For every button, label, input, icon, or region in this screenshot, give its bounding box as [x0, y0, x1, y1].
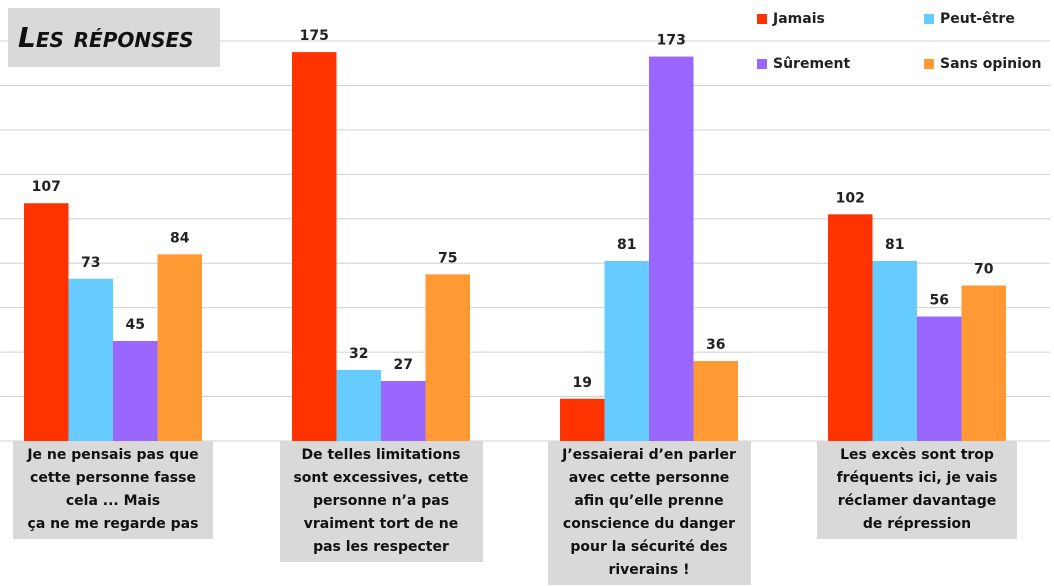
- category-label: Les excès sont trop fréquents ici, je va…: [817, 441, 1017, 539]
- bar: [113, 341, 158, 441]
- category-label: Je ne pensais pas que cette personne fas…: [13, 441, 213, 539]
- legend-label: Sûrement: [773, 56, 850, 72]
- bar: [425, 274, 470, 441]
- bar: [560, 398, 605, 441]
- value-label: 56: [930, 293, 949, 309]
- value-label: 27: [394, 357, 413, 373]
- bar: [649, 56, 694, 442]
- category-label: De telles limitations sont excessives, c…: [279, 441, 483, 562]
- value-label: 175: [300, 28, 329, 44]
- chart-title: Les réponses: [8, 8, 220, 67]
- bar: [381, 381, 426, 441]
- value-label: 19: [573, 375, 592, 391]
- bar: [292, 52, 337, 441]
- value-label: 173: [657, 33, 686, 49]
- value-label: 81: [885, 237, 904, 253]
- value-label: 45: [126, 317, 145, 333]
- value-label: 70: [974, 261, 994, 277]
- legend-label: Jamais: [772, 11, 825, 27]
- value-label: 73: [81, 255, 100, 271]
- legend-swatch: [757, 14, 767, 24]
- bar: [68, 278, 113, 441]
- value-label: 36: [706, 337, 725, 353]
- legend-label: Peut-être: [940, 11, 1015, 27]
- bar: [917, 316, 962, 441]
- value-label: 102: [836, 190, 865, 206]
- bar: [828, 214, 873, 441]
- legend-swatch: [757, 59, 767, 69]
- legend-swatch: [924, 59, 934, 69]
- value-label: 107: [32, 179, 61, 195]
- legend-label: Sans opinion: [940, 56, 1042, 72]
- value-label: 84: [170, 230, 190, 246]
- bar: [24, 203, 69, 441]
- bar: [961, 285, 1006, 441]
- value-label: 32: [349, 346, 368, 362]
- bar: [693, 361, 738, 441]
- bar: [604, 261, 649, 441]
- bar: [872, 261, 917, 441]
- value-label: 81: [617, 237, 636, 253]
- value-label: 75: [438, 250, 457, 266]
- bar: [336, 369, 381, 441]
- category-label: J’essaierai d’en parler avec cette perso…: [547, 441, 751, 585]
- bar: [157, 254, 202, 441]
- legend-swatch: [924, 14, 934, 24]
